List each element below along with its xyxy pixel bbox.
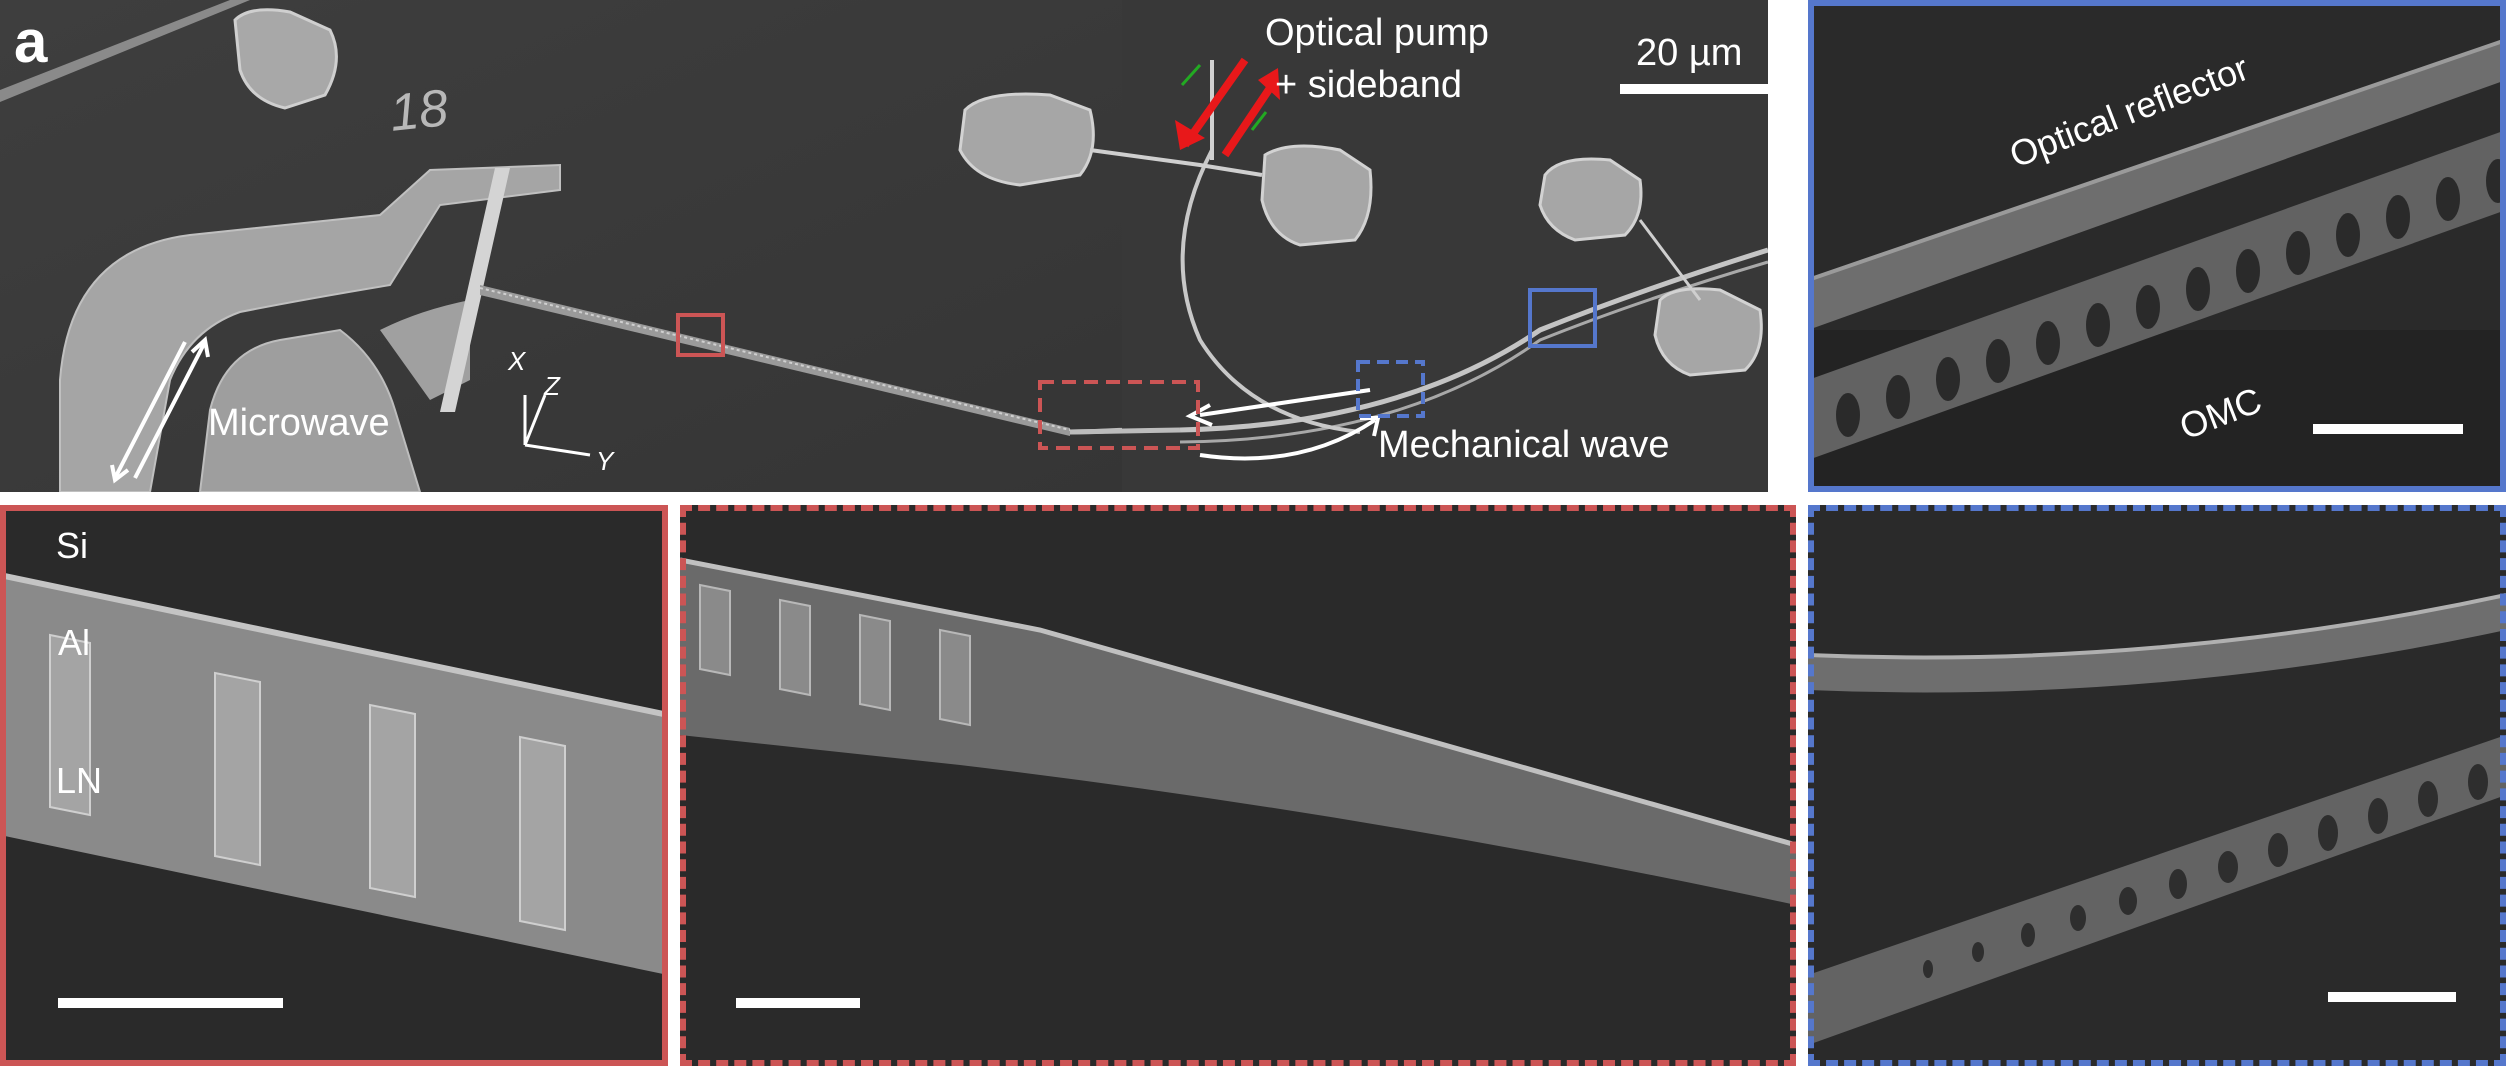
sideband-arrow-green-down [1180, 63, 1202, 87]
mechanical-wave-arrow-in [1199, 388, 1371, 417]
dashed-blue-scale-bar [2328, 992, 2456, 1002]
al-label: Al [58, 622, 91, 663]
taper-idt-fingers [699, 583, 971, 727]
pump-arrow-red-down [1181, 57, 1249, 148]
optical-reflector-beam [1808, 40, 2506, 330]
axis-x-label: X [508, 346, 526, 376]
idt-finger-bar [440, 168, 510, 412]
axis-z-label: Z [544, 371, 560, 401]
right-pad-bottom [1653, 287, 1763, 377]
main-scale-bar [1620, 84, 1768, 94]
zoom-box-blue-dashed [1356, 360, 1425, 418]
omc-holes [1836, 159, 2506, 437]
reflector-waveguide [1808, 595, 2506, 693]
dashed-red-scale-bar [736, 998, 860, 1008]
zoom-box-blue-solid [1528, 288, 1597, 348]
inset-scale-bar [2313, 424, 2463, 434]
panel-label: a [14, 8, 48, 75]
axis-y-arrow [524, 443, 591, 457]
microwave-arrow-up [133, 341, 207, 479]
idt-fingers [49, 633, 566, 932]
optical-pad-right [1260, 144, 1373, 247]
scale-bar-label: 20 µm [1636, 32, 1743, 74]
main-sem-image-right [0, 0, 1768, 492]
microwave-arrow-down [113, 341, 187, 479]
idt-beam [0, 575, 668, 975]
main-sem-drawing [0, 0, 1122, 492]
microwave-electrode-outer [59, 163, 561, 492]
inset-blue-dashed [1808, 505, 2506, 1066]
axis-z-arrow [523, 394, 547, 446]
contact-pad [233, 8, 338, 110]
top-waveguide [0, 0, 250, 102]
omc-taper-beam [1808, 735, 2506, 1045]
microwave-electrode-inner [198, 328, 422, 492]
mechanical-wave-label: Mechanical wave [1378, 424, 1670, 466]
axis-y-label: Y [596, 446, 614, 476]
sideband-arrow-green-up [1250, 111, 1268, 131]
chip-number: 18 [387, 79, 451, 143]
microwave-label: Microwave [208, 402, 390, 444]
red-inset-scale-bar [58, 998, 283, 1008]
si-label: Si [56, 525, 89, 566]
ln-label: LN [56, 760, 103, 801]
main-sem-image [0, 0, 1122, 492]
pump-arrow-red-up [1221, 82, 1276, 158]
phononic-crystal-pattern [479, 287, 1071, 431]
omc-taper-holes [1923, 764, 2488, 978]
inset-red-solid [0, 505, 668, 1066]
pump-label-line2: + sideband [1275, 64, 1462, 106]
zoom-box-red-solid [676, 313, 725, 357]
zoom-box-red-dashed [1038, 380, 1200, 450]
pump-label-line1: Optical pump [1265, 12, 1489, 54]
inset-red-dashed [680, 505, 1796, 1066]
mechanical-wave-arrow-out [1199, 418, 1377, 461]
optical-pad-left [958, 92, 1095, 187]
right-pad-top [1538, 157, 1643, 242]
inset-blue-solid [1808, 0, 2506, 492]
electrode-arm [380, 300, 470, 400]
